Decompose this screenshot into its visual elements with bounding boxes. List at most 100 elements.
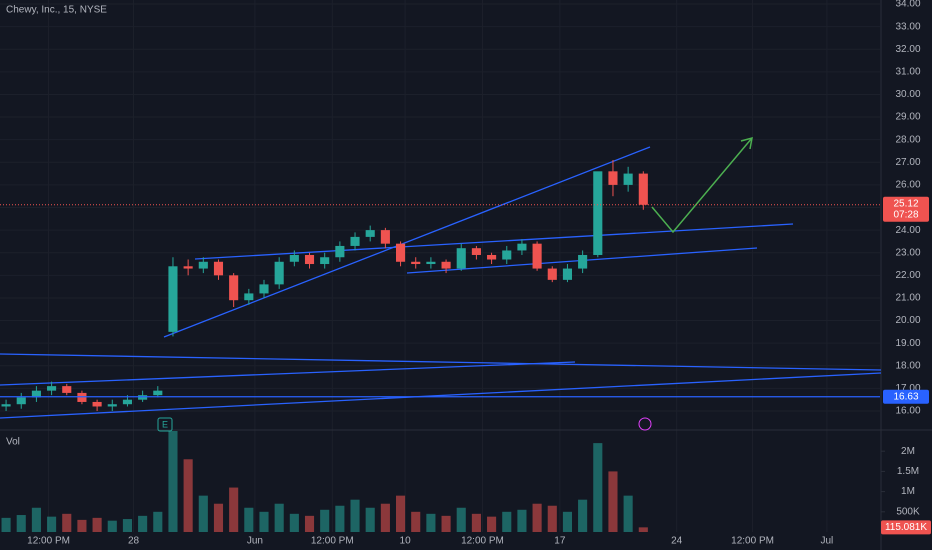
candle-body [62,386,72,393]
volume-bar [456,507,466,532]
volume-bar [471,513,481,532]
volume-bar [380,503,390,532]
candle-body [198,261,208,269]
candle-body [244,293,254,301]
candle-body [487,254,497,260]
x-tick-label: 12:00 PM [461,536,504,547]
candle-body [122,399,132,405]
x-tick-label: Jun [247,536,263,547]
x-tick-label: 12:00 PM [731,536,774,547]
volume-bar [1,517,11,532]
candle-body [411,261,421,265]
v-tick-label: 2M [901,446,915,457]
x-tick-label: 24 [671,536,683,547]
candle-body [517,243,527,251]
volume-bar [274,503,284,532]
x-tick-label: 12:00 PM [27,536,70,547]
volume-bar [304,515,315,532]
v-tick-label: 500K [896,506,920,517]
candle-body [456,248,466,269]
volume-bar [411,511,421,532]
volume-bar [31,507,41,532]
volume-bar [229,487,239,532]
y-tick-label: 29.00 [895,112,920,123]
volume-bar [168,431,178,532]
candle-body [304,254,315,265]
earnings-letter: E [162,419,168,429]
y-tick-label: 19.00 [895,338,920,349]
trendline [0,361,576,386]
volume-bar [335,505,345,532]
last-price-box [883,196,929,222]
volume-bar [350,499,360,532]
volume-bar [138,515,148,532]
level-label: 16.63 [893,391,918,402]
volume-bar [289,513,299,532]
trendline [0,353,882,371]
candle-body [16,397,26,405]
y-tick-label: 33.00 [895,21,920,32]
drawings [0,146,882,419]
y-tick-label: 27.00 [895,157,920,168]
candle-body [213,261,224,276]
volume-bar [198,495,208,532]
volume-bar [320,509,330,532]
trendline [194,223,794,260]
candle-body [593,171,603,255]
volume-bar [562,511,572,532]
candle-body [638,173,648,205]
v-tick-label: 1M [901,486,915,497]
grid [0,0,880,532]
candle-body [441,261,451,269]
volume-bar [547,505,557,532]
trendline [0,372,882,419]
candle-body [1,404,11,407]
y-tick-label: 31.00 [895,66,920,77]
x-tick-label: Jul [820,536,833,547]
volume-bar [623,495,633,532]
y-tick-label: 23.00 [895,247,920,258]
earnings-icon [157,417,173,432]
y-tick-label: 28.00 [895,134,920,145]
x-tick-label: 17 [554,536,566,547]
last-volume-label: 115.081K [885,522,927,533]
volume-bar [47,516,57,532]
candle-body [92,401,102,407]
candle-body [138,395,148,400]
y-tick-label: 24.00 [895,225,920,236]
last-price-label: 25.12 [893,198,918,209]
chart-title: Chewy, Inc., 15, NYSE [6,5,107,16]
candle-body [396,243,406,262]
volume-bar [62,513,72,532]
candle-body [229,275,239,301]
x-tick-label: 12:00 PM [311,536,354,547]
volume-title: Vol [6,437,20,448]
v-tick-label: 1.5M [897,466,919,477]
candle-body [471,248,481,255]
volume-bar [502,511,512,532]
candle-body [547,268,557,280]
volume-bar [259,511,269,532]
volume-bar [153,511,163,532]
countdown: 07:28 [893,209,918,220]
candle-body [320,257,330,265]
volume-bar [92,517,102,532]
volume-bar [638,527,648,532]
candle-body [31,390,41,398]
volume-bar [608,471,618,532]
volume-bar [183,459,193,532]
y-tick-label: 16.00 [895,406,920,417]
level-box [883,389,929,404]
volume-bar [213,503,224,532]
last-volume-box [881,520,931,535]
volume-bar [365,507,375,532]
candle-body [168,266,178,332]
y-tick-label: 17.00 [895,383,920,394]
candle-body [365,230,375,237]
arrow-head [740,136,753,150]
trendline [163,146,651,338]
y-tick-label: 32.00 [895,44,920,55]
volume-bar [16,515,26,532]
